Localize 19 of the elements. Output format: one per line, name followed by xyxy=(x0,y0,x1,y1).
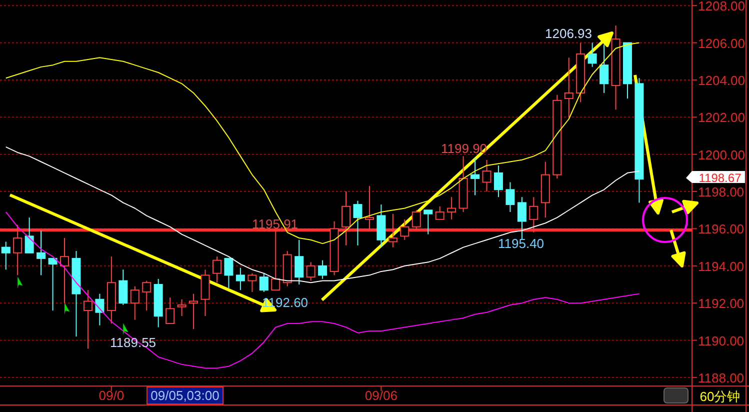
line-series xyxy=(5,211,640,369)
y-tick-label: 1190.00 xyxy=(698,333,744,348)
annotation: 1206.93 xyxy=(545,26,592,41)
text: 1198.67 xyxy=(698,171,742,186)
x-tick-label: 09/06 xyxy=(364,388,398,403)
annotation: 1195.40 xyxy=(498,236,544,251)
text: 09/05,03:00 xyxy=(150,388,220,403)
y-tick-label: 1192.00 xyxy=(698,296,744,312)
text: 60分钟 xyxy=(700,389,740,404)
y-tick-label: 1198.00 xyxy=(698,184,744,200)
y-tick-label: 1188.00 xyxy=(698,370,744,386)
y-tick-label: 1200.00 xyxy=(698,147,745,162)
y-tick-label: 1194.00 xyxy=(698,258,744,274)
y-tick-label: 1202.00 xyxy=(698,110,745,126)
y-tick-label: 1208.00 xyxy=(698,0,745,14)
y-tick-label: 1206.00 xyxy=(698,36,745,51)
x-tick-label: 09/0 xyxy=(98,388,124,403)
y-tick-label: 1204.00 xyxy=(698,72,745,88)
y-tick-label: 1196.00 xyxy=(698,222,744,237)
